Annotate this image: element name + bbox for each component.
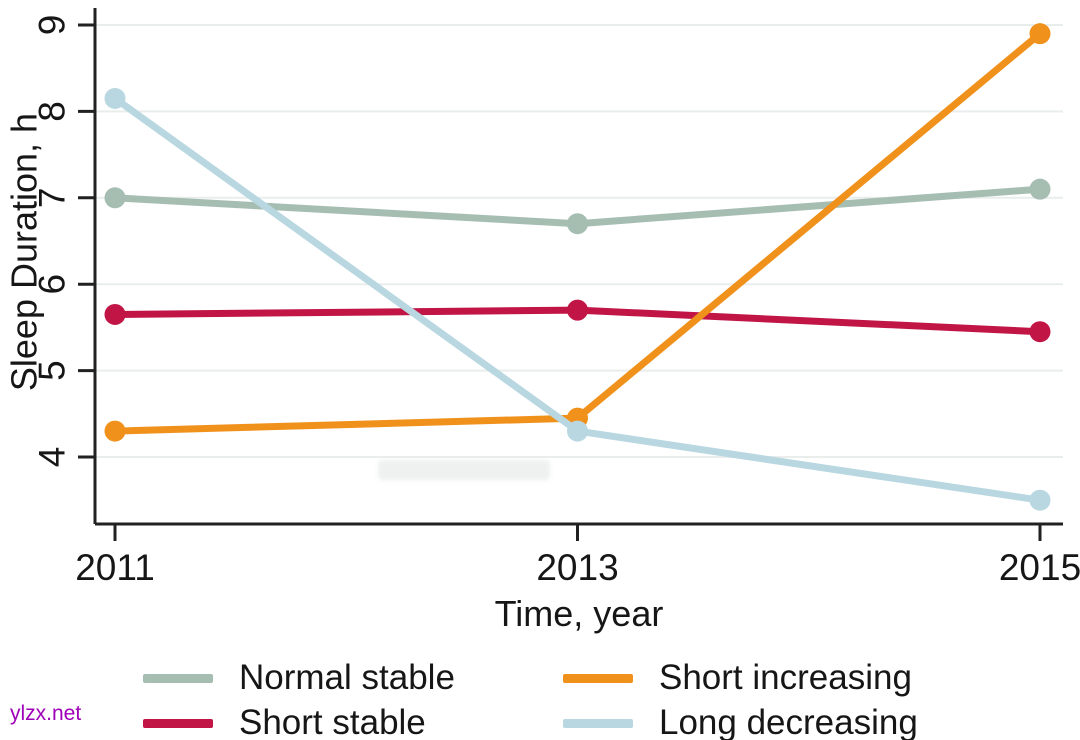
svg-text:5: 5 [32,360,73,381]
axis-titles: Time, year Sleep Duration, h [4,113,664,634]
legend-item-long-decreasing: Long decreasing [563,704,918,740]
legend-swatch-short-increasing [563,673,633,683]
data-point-long-decreasing-2011 [104,87,126,109]
svg-text:6: 6 [32,274,73,295]
legend-label-normal-stable: Normal stable [239,658,455,697]
legend-swatch-normal-stable [143,673,213,683]
legend-swatch-short-stable [143,718,213,728]
svg-text:8: 8 [32,101,73,122]
svg-text:2011: 2011 [75,547,155,588]
svg-text:4: 4 [32,447,73,468]
data-point-normal-stable-2013 [567,213,588,235]
series-normal-stable [104,178,1051,235]
axes [78,8,1063,541]
svg-text:7: 7 [32,188,73,209]
data-point-short-stable-2015 [1029,321,1051,343]
svg-text:9: 9 [32,15,73,36]
legend-label-short-stable: Short stable [239,703,426,740]
erased-watermark-artifact [378,460,550,480]
data-point-short-stable-2011 [104,303,126,325]
gridlines [95,24,1063,458]
x-axis-title: Time, year [495,593,664,634]
data-point-short-stable-2013 [567,299,588,321]
legend-label-short-increasing: Short increasing [659,658,912,697]
series-short-stable [104,299,1051,343]
y-axis-title: Sleep Duration, h [4,113,45,391]
legend-item-short-stable: Short stable [143,704,426,740]
data-point-long-decreasing-2013 [567,420,588,442]
data-point-long-decreasing-2015 [1029,489,1051,511]
data-point-normal-stable-2015 [1029,178,1051,200]
data-point-normal-stable-2011 [104,187,126,209]
legend-label-long-decreasing: Long decreasing [659,703,918,740]
tick-labels: 4 5 6 7 8 9 2011 2013 2015 [32,15,1080,588]
legend-item-normal-stable: Normal stable [143,659,455,697]
line-chart: 4 5 6 7 8 9 2011 2013 2015 Time, year Sleep Durati… [4,8,1080,634]
data-point-short-increasing-2015 [1029,23,1051,45]
svg-text:2013: 2013 [536,547,618,588]
svg-text:2015: 2015 [999,547,1080,588]
legend-swatch-long-decreasing [563,718,633,728]
watermark-text: ylzx.net [10,702,82,725]
data-point-short-increasing-2011 [104,420,126,442]
legend-item-short-increasing: Short increasing [563,659,912,697]
series-long-decreasing [104,87,1051,511]
